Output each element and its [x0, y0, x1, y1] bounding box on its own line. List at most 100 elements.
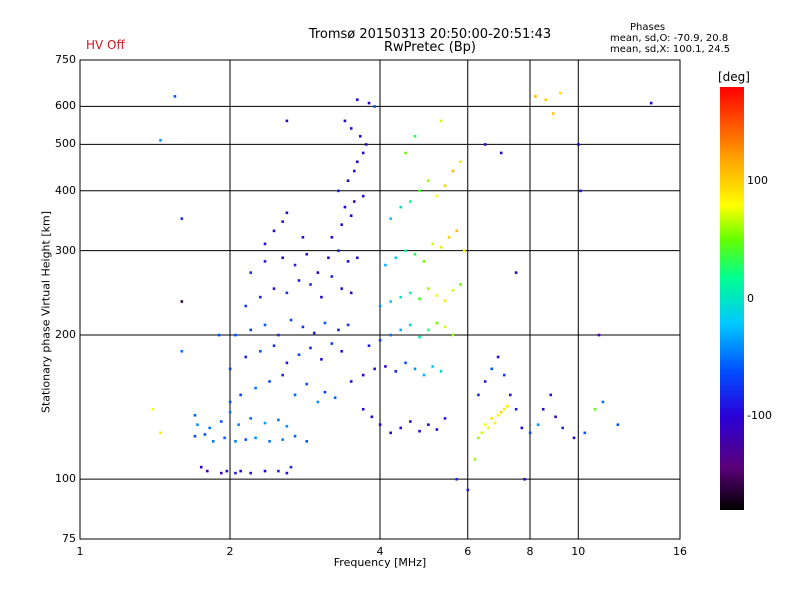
data-point [459, 160, 462, 164]
data-point [435, 428, 439, 431]
data-point [349, 291, 353, 295]
data-point [443, 299, 447, 302]
x-tick-label: 10 [571, 545, 586, 558]
data-point [554, 415, 557, 419]
data-point [293, 434, 297, 438]
data-point [514, 271, 518, 274]
data-point [561, 426, 564, 430]
data-point [505, 405, 509, 408]
data-point [487, 426, 490, 430]
data-point [349, 127, 353, 130]
data-point [219, 471, 223, 475]
data-point [536, 423, 540, 426]
data-point [443, 184, 447, 188]
data-point [427, 179, 430, 183]
data-point [389, 217, 392, 220]
data-point [228, 400, 232, 404]
data-point [340, 349, 344, 353]
data-point [285, 424, 289, 428]
data-point [208, 426, 211, 430]
data-point [427, 423, 430, 426]
data-point [473, 458, 477, 461]
data-point [370, 415, 374, 419]
data-point [466, 488, 470, 492]
data-point [523, 477, 526, 481]
data-point [579, 189, 582, 193]
colorbar-unit-label: [deg] [718, 70, 750, 84]
data-point [431, 242, 434, 246]
y-tick-label: 300 [55, 243, 76, 257]
data-point [228, 367, 232, 371]
colorbar-tick-label: -100 [747, 409, 772, 422]
x-tick-label: 2 [226, 545, 234, 558]
data-point [439, 370, 443, 373]
data-point [409, 420, 412, 423]
data-point [394, 370, 398, 373]
data-point [378, 339, 382, 342]
data-point [455, 477, 459, 481]
data-point [409, 291, 412, 295]
data-point [327, 256, 330, 260]
data-point [399, 205, 403, 209]
data-point [409, 323, 412, 327]
data-point [234, 440, 237, 443]
data-point [439, 245, 443, 249]
data-point [277, 469, 280, 473]
y-tick-label: 75 [62, 532, 76, 545]
data-point [268, 380, 271, 383]
data-point [289, 318, 293, 322]
data-point [389, 333, 392, 337]
data-point [237, 423, 240, 426]
data-point [316, 400, 320, 404]
plot-frame [79, 59, 681, 540]
y-tick-label: 200 [55, 327, 76, 341]
data-point [544, 98, 548, 101]
data-point [249, 471, 253, 475]
data-point [459, 283, 462, 286]
data-point [435, 321, 439, 325]
data-point [205, 469, 209, 473]
data-point [455, 229, 459, 233]
data-point [378, 423, 382, 426]
x-tick-label: 6 [464, 545, 472, 558]
phases-mean-o: mean, sd,O: -70.9, 20.8 [610, 33, 729, 44]
data-point [285, 471, 289, 475]
data-point [435, 194, 439, 198]
data-point [151, 407, 155, 411]
data-point [418, 335, 421, 339]
data-point [254, 386, 257, 390]
data-point [244, 304, 248, 308]
data-point [337, 328, 340, 332]
data-point [597, 333, 601, 337]
data-point [549, 393, 553, 397]
data-point [159, 431, 162, 435]
data-point [316, 271, 320, 274]
data-point [249, 328, 253, 332]
data-point [297, 353, 301, 356]
data-point [427, 328, 430, 332]
data-point [443, 325, 447, 329]
data-point [399, 328, 403, 332]
data-point [499, 410, 503, 414]
data-point [305, 382, 309, 386]
data-point [330, 342, 334, 345]
data-point [427, 287, 430, 290]
data-point [277, 418, 280, 422]
data-point [223, 436, 226, 440]
data-point [217, 333, 221, 337]
data-point [496, 413, 500, 417]
data-point [493, 421, 497, 425]
data-point [389, 300, 392, 303]
data-point [249, 417, 253, 420]
data-point [309, 283, 312, 286]
data-point [431, 365, 434, 368]
y-tick-label: 500 [55, 137, 76, 151]
data-point [418, 189, 421, 193]
data-point [343, 119, 347, 123]
data-point [355, 256, 359, 260]
data-point [193, 413, 197, 417]
data-point [435, 294, 439, 297]
data-point [277, 333, 280, 337]
data-point [254, 436, 257, 440]
